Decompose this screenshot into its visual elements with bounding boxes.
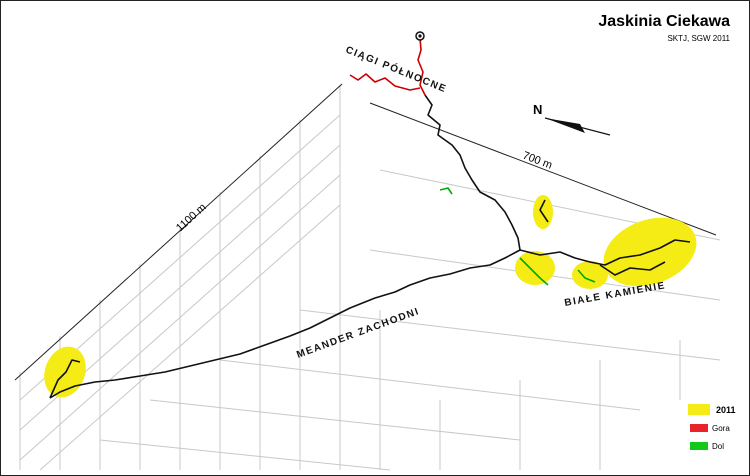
north-arrow: N — [533, 102, 611, 136]
title: Jaskinia Ciekawa — [598, 13, 730, 30]
legend-swatch — [688, 404, 710, 415]
scale-line — [369, 102, 717, 236]
legend-label: Dol — [712, 442, 724, 451]
north-label: N — [533, 102, 542, 117]
scale-line — [14, 83, 343, 381]
cave-passages — [49, 37, 691, 399]
entrance — [418, 34, 422, 38]
legend-label: 2011 — [716, 405, 736, 415]
subtitle: SKTJ, SGW 2011 — [667, 34, 730, 43]
legend-label: Gora — [712, 424, 730, 433]
legend: 2011 Gora Dol — [688, 404, 736, 451]
legend-swatch — [690, 424, 708, 432]
legend-swatch — [690, 442, 708, 450]
